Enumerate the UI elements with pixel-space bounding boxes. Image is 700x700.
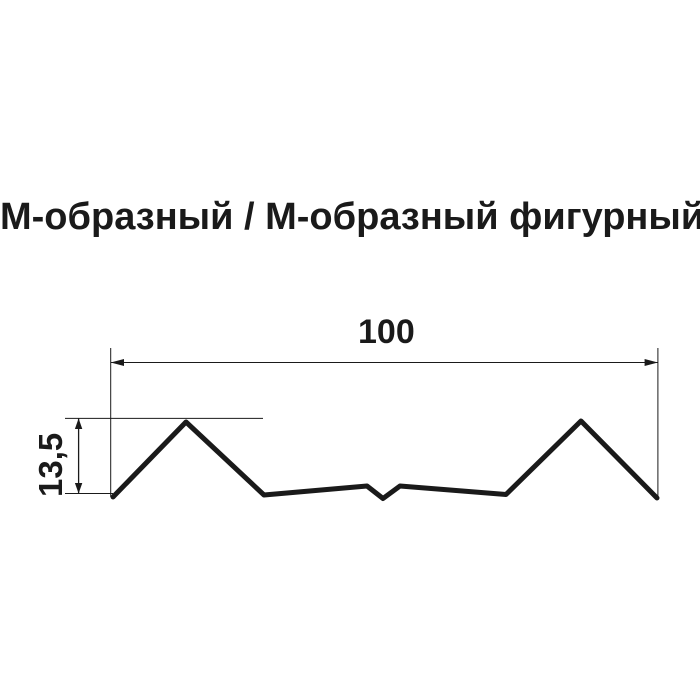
svg-text:13,5: 13,5 [32,433,69,497]
